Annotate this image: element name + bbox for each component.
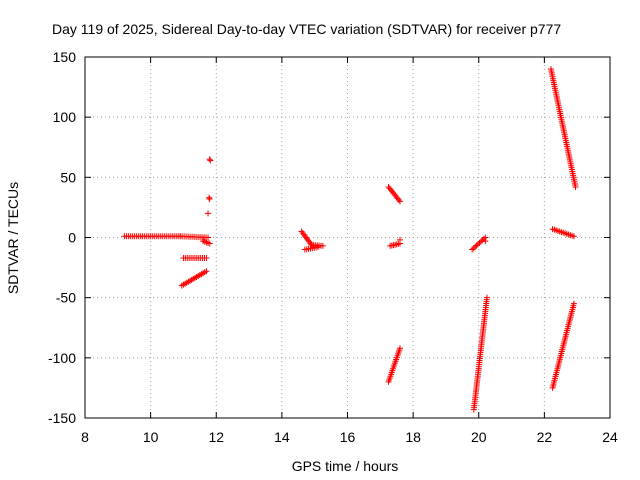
y-tick-label: -50 [56,290,76,306]
data-point [475,241,482,248]
series-arc-7 [385,183,403,385]
grid [85,57,610,418]
data-point [397,198,403,205]
y-axis-title: SDTVAR / TECUs [5,182,21,294]
data-point [206,195,213,202]
data-point [470,245,477,252]
x-tick-labels: 8 10 12 14 16 18 20 22 24 [81,429,618,445]
x-axis-title: GPS time / hours [292,458,399,474]
y-tick-label: -150 [48,410,76,426]
series-arc-8 [469,234,490,413]
data-point [314,244,321,251]
series-arc-1 [121,233,184,240]
data-point [476,239,483,246]
x-tick-label: 20 [471,429,487,445]
data-point [570,233,577,240]
data-point [482,238,489,245]
x-tick-label: 16 [340,429,356,445]
y-tick-labels: -150 -100 -50 0 50 100 150 [48,49,76,426]
plot-frame [84,56,611,419]
data-point [319,242,326,249]
data-point [205,210,212,217]
series-arc-9 [547,66,579,391]
y-tick-label: 50 [60,169,76,185]
data-point [469,246,476,253]
data-points [121,66,579,413]
x-tick-label: 22 [537,429,553,445]
data-point [203,254,210,261]
x-tick-label: 12 [208,429,224,445]
data-point [570,300,577,307]
data-point [206,156,213,163]
data-point [207,157,214,164]
series-arc-6 [298,228,326,253]
data-point [203,268,210,275]
data-point [479,237,486,244]
y-tick-label: -100 [48,350,76,366]
data-point [206,194,213,201]
data-point [472,243,479,250]
data-point [307,240,314,247]
data-point [397,236,403,243]
data-point [572,183,579,190]
x-tick-label: 14 [274,429,290,445]
series-arc-2 [177,233,212,241]
series-arc-3 [180,254,210,261]
chart-title: Day 119 of 2025, Sidereal Day-to-day VTE… [52,21,561,37]
x-tick-label: 8 [81,429,89,445]
y-tick-label: 150 [53,49,77,65]
data-point [397,345,403,352]
data-point [205,234,212,241]
y-tick-label: 100 [53,109,77,125]
series-arc-4 [178,268,210,289]
data-point [206,240,213,247]
data-point [473,242,480,249]
x-tick-label: 18 [405,429,421,445]
x-tick-label: 24 [602,429,618,445]
series-arc-5 [200,156,214,247]
x-tick-label: 10 [143,429,159,445]
y-tick-label: 0 [68,230,76,246]
data-point [395,196,402,203]
data-point [483,294,490,301]
